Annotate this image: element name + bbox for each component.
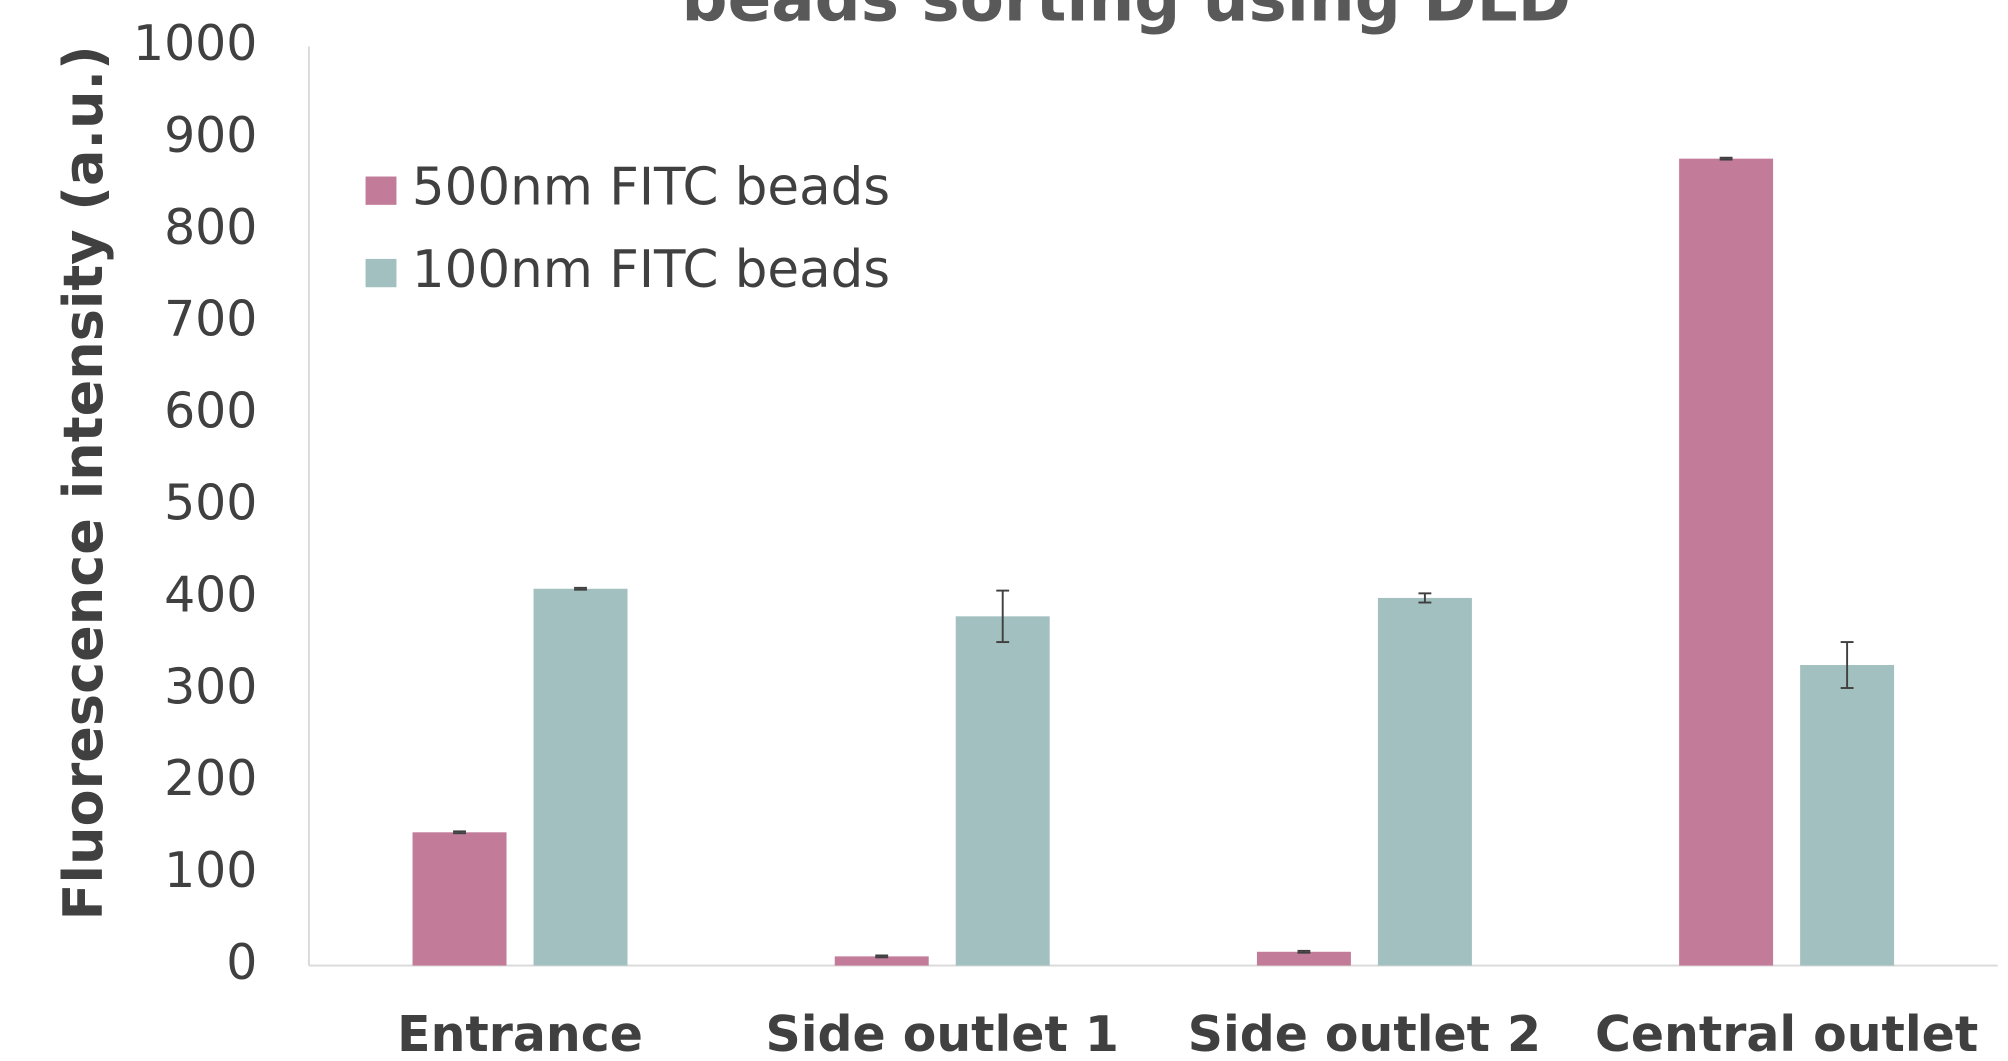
error-bar bbox=[1418, 592, 1432, 604]
y-tick-label: 100 bbox=[164, 842, 257, 899]
y-tick-label: 900 bbox=[164, 107, 257, 164]
y-tick-label: 200 bbox=[164, 750, 257, 807]
chart-title: beads sorting using DLD bbox=[682, 0, 1571, 36]
error-bar bbox=[996, 589, 1010, 644]
y-tick-label: 0 bbox=[226, 934, 257, 991]
error-bar bbox=[1719, 156, 1733, 161]
legend-label: 100nm FITC beads bbox=[412, 240, 890, 300]
legend-swatch bbox=[365, 176, 397, 205]
bar bbox=[955, 616, 1050, 966]
y-tick-label: 700 bbox=[164, 291, 257, 348]
x-tick-label: Side outlet 2 bbox=[1188, 1006, 1541, 1061]
bar bbox=[412, 832, 507, 966]
x-tick-label: Entrance bbox=[397, 1006, 643, 1061]
error-bar bbox=[1297, 949, 1311, 954]
error-bar bbox=[875, 954, 889, 959]
bar bbox=[1377, 597, 1472, 966]
error-bar bbox=[453, 830, 466, 835]
y-tick-label: 500 bbox=[164, 475, 257, 532]
legend-label: 500nm FITC beads bbox=[412, 158, 890, 218]
error-bar bbox=[574, 586, 587, 591]
bar bbox=[1800, 665, 1895, 966]
bar bbox=[834, 956, 929, 966]
y-tick-label: 300 bbox=[164, 658, 257, 715]
y-tick-label: 800 bbox=[164, 199, 257, 256]
bar bbox=[1256, 951, 1351, 966]
x-tick-label: Side outlet 1 bbox=[766, 1006, 1119, 1061]
error-bar bbox=[1840, 641, 1854, 689]
y-tick-label: 1000 bbox=[133, 15, 257, 72]
y-tick-label: 600 bbox=[164, 383, 257, 440]
legend-swatch bbox=[365, 258, 397, 288]
y-axis-label: Fluorescence intensity (a.u.) bbox=[52, 45, 115, 920]
bar bbox=[533, 588, 628, 966]
bar bbox=[1679, 158, 1774, 966]
x-tick-label: Central outlet bbox=[1595, 1006, 1978, 1061]
y-tick-label: 400 bbox=[164, 566, 257, 623]
